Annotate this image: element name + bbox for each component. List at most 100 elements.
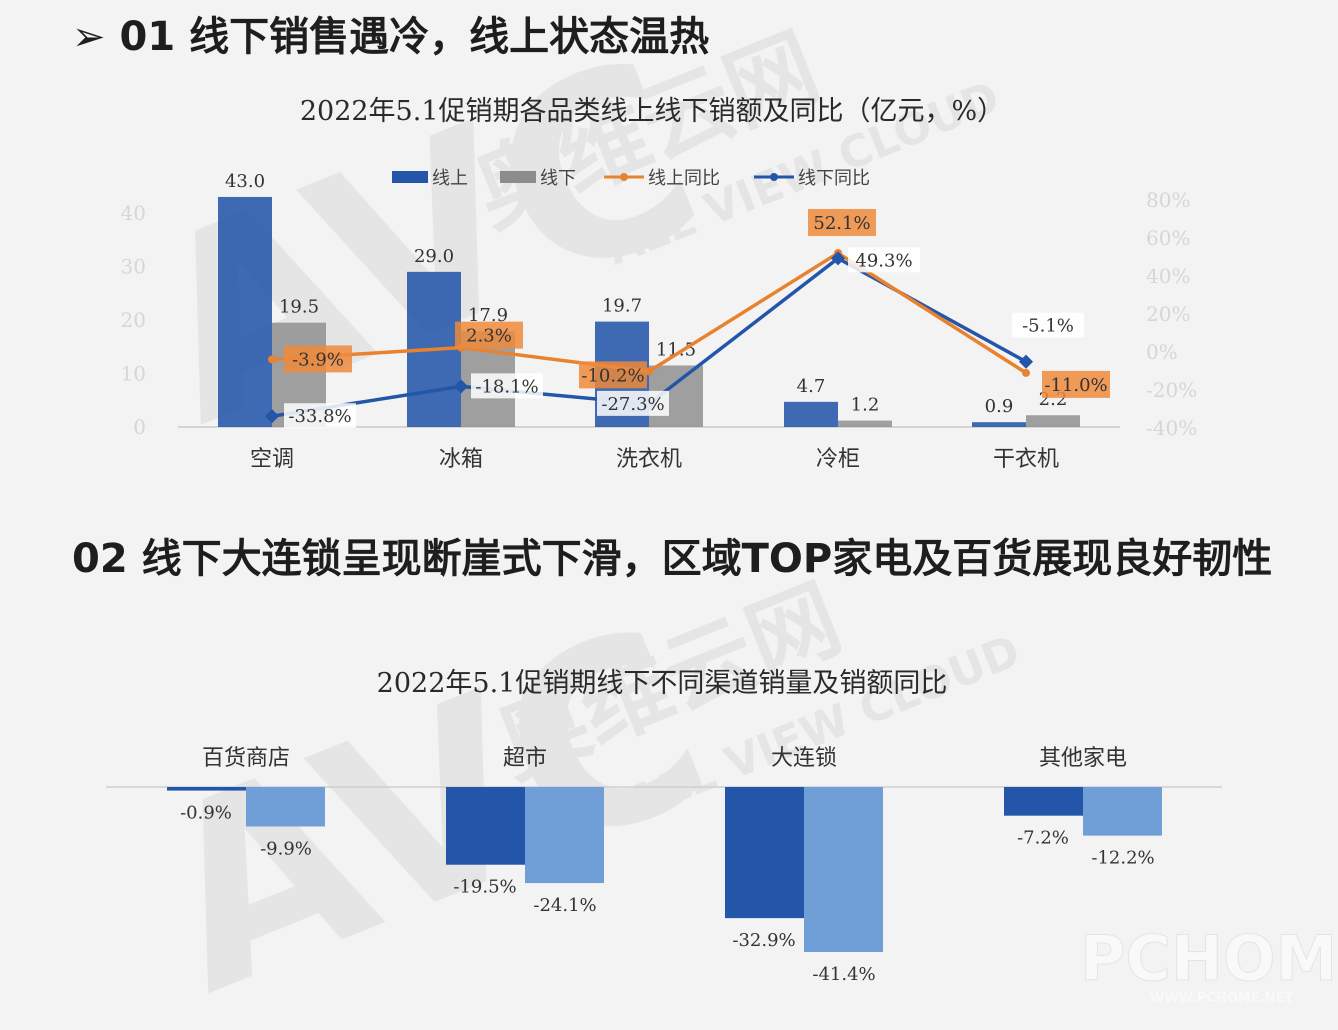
chart1-left-axis: 0 10 20 30 40 xyxy=(121,201,146,439)
online-yoy-point xyxy=(268,355,276,364)
offline-yoy-label: -27.3% xyxy=(601,394,664,415)
section1-title-text: 01 线下销售遇冷，线上状态温热 xyxy=(119,14,710,60)
online-yoy-label-box xyxy=(808,209,876,237)
online-bar xyxy=(972,422,1026,427)
online-yoy-label: 2.3% xyxy=(466,326,512,347)
online-yoy-label: -11.0% xyxy=(1044,375,1107,396)
online-yoy-label: -3.9% xyxy=(292,349,344,370)
chart1-category-label: 冰箱 xyxy=(439,447,483,472)
chart1-y2tick: 80% xyxy=(1146,188,1190,212)
chart1-category-label: 干衣机 xyxy=(993,447,1059,472)
online-yoy-label-box xyxy=(579,361,647,389)
chart1-ytick: 20 xyxy=(121,308,146,332)
chart1-ytick: 30 xyxy=(121,255,146,279)
chart1-y2tick: -40% xyxy=(1146,416,1197,440)
legend-label: 线下同比 xyxy=(798,168,870,189)
online-yoy-label: -10.2% xyxy=(581,365,644,386)
pchome-logo: PCHOME xyxy=(1080,922,1338,995)
chart1-title: 2022年5.1促销期各品类线上线下销额及同比（亿元，%） xyxy=(300,96,1004,127)
offline-yoy-label-box xyxy=(848,247,920,273)
chart1-legend: 线上 线下 线上同比 线下同比 xyxy=(392,168,870,189)
online-value-label: 0.9 xyxy=(985,396,1014,417)
chart2-categories: 百货商店 超市 大连锁 其他家电 xyxy=(202,746,1127,771)
chart1-right-axis: -40% -20% 0% 20% 40% 60% 80% xyxy=(1146,188,1197,440)
arrow-marker-icon: ➢ xyxy=(72,14,106,60)
chart1-ytick: 40 xyxy=(121,201,146,225)
offline-value-label: 19.5 xyxy=(279,297,319,318)
online-bar xyxy=(784,401,838,427)
chart2-bars: -0.9% -9.9% -19.5% -24.1% -32.9% -41.4% -7.2% -… xyxy=(106,786,1222,985)
legend-swatch xyxy=(500,171,536,183)
offline-value-label: 1.2 xyxy=(851,395,880,416)
online-yoy-label: 52.1% xyxy=(813,213,870,234)
amount-value-label: -24.1% xyxy=(533,895,596,916)
amount-value-label: -12.2% xyxy=(1091,848,1154,869)
chart2-title: 2022年5.1促销期线下不同渠道销量及销额同比 xyxy=(377,668,948,699)
chart1-y2tick: -20% xyxy=(1146,378,1197,402)
offline-value-label: 17.9 xyxy=(468,305,508,326)
chart2-category-label: 超市 xyxy=(503,746,547,771)
volume-value-label: -32.9% xyxy=(732,930,795,951)
pchome-url: WWW.PCHOME.NET xyxy=(1150,991,1293,1006)
chart1-y2tick: 40% xyxy=(1146,264,1190,288)
online-value-label: 43.0 xyxy=(225,171,265,192)
amount-bar xyxy=(525,787,604,884)
online-bar xyxy=(218,196,272,427)
volume-bar xyxy=(446,787,525,865)
offline-yoy-label: -18.1% xyxy=(475,376,538,397)
legend-label: 线上 xyxy=(432,168,468,189)
offline-yoy-label-box xyxy=(597,390,669,416)
amount-value-label: -41.4% xyxy=(812,964,875,985)
volume-bar xyxy=(167,787,246,791)
offline-yoy-label: 49.3% xyxy=(855,250,912,271)
online-value-label: 4.7 xyxy=(797,376,826,397)
chart1-ytick: 10 xyxy=(121,362,146,386)
legend-marker xyxy=(620,173,628,181)
legend-label: 线上同比 xyxy=(648,168,720,189)
offline-yoy-point xyxy=(264,409,280,424)
section1-title: ➢ 01 线下销售遇冷，线上状态温热 xyxy=(72,4,709,62)
chart2-category-label: 大连锁 xyxy=(771,746,837,771)
legend-swatch xyxy=(392,171,428,183)
online-value-label: 19.7 xyxy=(602,296,642,317)
offline-yoy-label: -33.8% xyxy=(288,406,351,427)
chart1-category-label: 空调 xyxy=(250,447,294,472)
chart-category-sales: 2022年5.1促销期各品类线上线下销额及同比（亿元，%） 线上 线下 线上同比 线下… xyxy=(121,96,1198,472)
amount-value-label: -9.9% xyxy=(260,838,312,859)
amount-bar xyxy=(246,787,325,827)
online-yoy-label-box xyxy=(455,321,523,349)
offline-yoy-label-box xyxy=(471,373,543,399)
chart1-ytick: 0 xyxy=(133,415,146,439)
chart1-categories: 空调 冰箱 洗衣机 冷柜 干衣机 xyxy=(250,447,1059,472)
online-yoy-label-box xyxy=(1042,370,1110,398)
offline-yoy-label-box xyxy=(284,403,356,429)
volume-value-label: -19.5% xyxy=(453,877,516,898)
volume-value-label: -0.9% xyxy=(180,803,232,824)
volume-bar xyxy=(725,787,804,919)
offline-yoy-point xyxy=(830,251,846,266)
legend-label: 线下 xyxy=(540,168,576,189)
offline-bar xyxy=(1026,415,1080,427)
chart2-category-label: 其他家电 xyxy=(1039,746,1127,771)
amount-bar xyxy=(1083,787,1162,836)
pchome-watermark: PCHOME WWW.PCHOME.NET xyxy=(1080,922,1338,1007)
volume-value-label: -7.2% xyxy=(1017,828,1069,849)
chart1-category-label: 冷柜 xyxy=(816,447,860,472)
chart1-lines: -3.9% 2.3% -10.2% 52.1% -11.0% -33.8% -18.1% -2… xyxy=(264,209,1110,429)
offline-yoy-point xyxy=(1018,354,1034,369)
online-yoy-label-box xyxy=(284,345,352,373)
volume-bar xyxy=(1004,787,1083,816)
offline-yoy-label: -5.1% xyxy=(1022,316,1074,337)
chart1-y2tick: 60% xyxy=(1146,226,1190,250)
online-value-label: 29.0 xyxy=(414,246,454,267)
amount-bar xyxy=(804,787,883,952)
offline-yoy-point xyxy=(453,379,469,394)
legend-marker xyxy=(770,173,778,181)
offline-value-label: 11.5 xyxy=(656,339,696,360)
chart2-category-label: 百货商店 xyxy=(202,746,290,771)
offline-bar xyxy=(838,420,892,427)
online-yoy-point xyxy=(1022,368,1030,377)
chart-channel-yoy: 2022年5.1促销期线下不同渠道销量及销额同比 百货商店 超市 大连锁 其他家电 -… xyxy=(106,668,1222,985)
chart1-y2tick: 0% xyxy=(1146,340,1178,364)
